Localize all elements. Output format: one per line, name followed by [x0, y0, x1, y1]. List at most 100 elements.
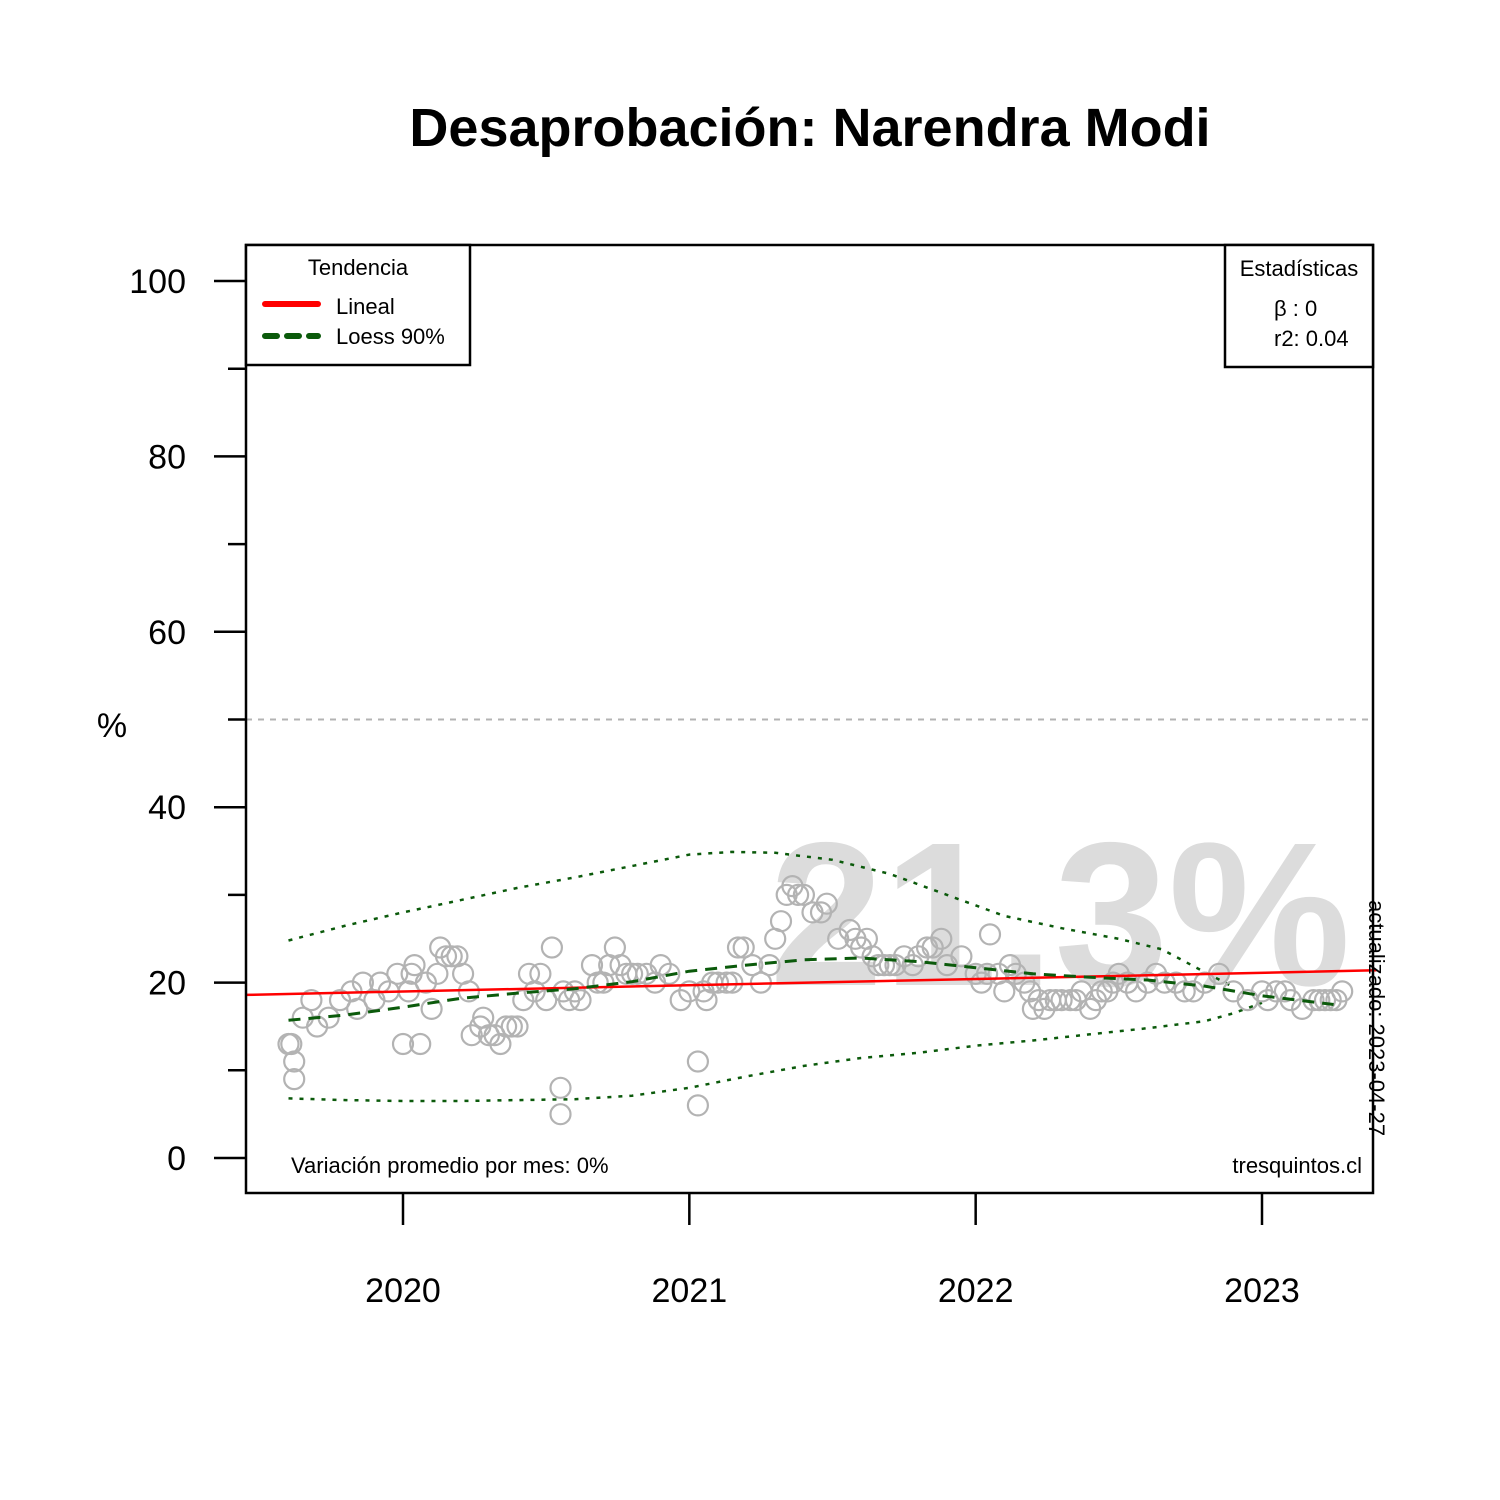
lower-band	[288, 1001, 1263, 1103]
data-point	[620, 962, 644, 985]
y-tick-label: 20	[148, 965, 186, 1003]
data-point	[1059, 988, 1082, 1012]
x-tick-label: 2021	[652, 1272, 728, 1310]
data-point	[815, 892, 838, 915]
data-point	[741, 953, 764, 977]
y-tick-label: 60	[148, 614, 186, 652]
data-point	[993, 980, 1016, 1003]
data-point	[426, 962, 449, 985]
loess-confidence-bands	[288, 850, 1263, 1103]
updated-date: actualizado: 2023-04-27	[1364, 900, 1389, 1136]
legend-label-loess: Loess 90%	[336, 324, 445, 349]
data-point	[500, 1015, 523, 1038]
legend-title: Tendencia	[308, 255, 409, 280]
data-point	[283, 1050, 306, 1073]
data-point	[1136, 971, 1159, 994]
data-point	[280, 1032, 303, 1056]
data-point	[529, 962, 552, 985]
upper-band	[288, 850, 1234, 989]
y-axis-label: %	[97, 707, 127, 745]
data-point	[1107, 962, 1130, 985]
data-point	[1313, 988, 1337, 1012]
data-point	[460, 1024, 483, 1047]
data-point	[1173, 980, 1196, 1003]
data-point	[403, 953, 426, 977]
data-point	[706, 971, 730, 994]
data-point	[975, 962, 999, 985]
data-point	[409, 1032, 432, 1056]
data-point	[758, 953, 781, 977]
data-point	[867, 953, 890, 977]
x-tick-label: 2022	[938, 1272, 1014, 1310]
data-point	[669, 988, 692, 1012]
linear-trend-line	[245, 969, 1377, 997]
data-point	[495, 1015, 518, 1038]
data-point	[569, 988, 592, 1012]
data-point	[726, 936, 750, 959]
data-point	[1331, 980, 1354, 1003]
data-point	[549, 1103, 572, 1126]
data-point	[686, 1050, 710, 1073]
stats-frame	[1223, 243, 1375, 369]
data-point	[792, 883, 816, 907]
data-point	[1018, 980, 1042, 1003]
data-point	[715, 971, 738, 994]
stats-title: Estadísticas	[1240, 256, 1359, 281]
data-point	[930, 927, 953, 950]
data-point	[535, 988, 558, 1012]
plot-frame	[244, 243, 1375, 1195]
source-credit: tresquintos.cl	[1232, 1153, 1362, 1178]
stats-r2: r2: 0.04	[1274, 326, 1349, 351]
data-point	[549, 1076, 572, 1099]
data-point	[649, 953, 672, 977]
y-tick-label: 100	[129, 263, 186, 301]
data-point	[283, 1067, 306, 1091]
data-point	[1090, 980, 1113, 1003]
data-point	[950, 945, 973, 968]
x-tick-label: 2023	[1224, 1272, 1300, 1310]
x-axis: 2020 2021 2022 2023	[365, 1193, 1300, 1310]
data-point	[386, 962, 409, 985]
data-point	[686, 1094, 710, 1117]
data-point	[872, 953, 896, 977]
loess-trend-line	[288, 956, 1334, 1022]
data-point	[769, 910, 793, 933]
data-point	[978, 923, 1002, 946]
x-tick-label: 2020	[365, 1272, 441, 1310]
data-point	[300, 988, 323, 1012]
stats-box: Estadísticas β : 0 r2: 0.04	[1223, 243, 1375, 369]
data-point	[626, 962, 649, 985]
data-point	[440, 945, 463, 968]
data-point	[586, 971, 609, 994]
y-tick-label: 80	[148, 438, 186, 476]
monthly-variation-note: Variación promedio por mes: 0%	[291, 1153, 609, 1178]
data-point	[420, 997, 443, 1021]
data-point	[678, 980, 701, 1003]
data-point	[346, 997, 369, 1021]
y-tick-label: 40	[148, 789, 186, 827]
data-point	[1256, 988, 1279, 1012]
data-point	[1290, 997, 1314, 1021]
trend-lines	[245, 956, 1377, 1022]
stats-beta: β : 0	[1274, 296, 1317, 321]
data-point	[658, 962, 681, 985]
legend-label-lineal: Lineal	[336, 294, 395, 319]
data-point	[732, 936, 755, 959]
data-point	[1182, 980, 1205, 1003]
y-axis: 0 20 40 60 80 100	[129, 263, 246, 1178]
data-point	[892, 945, 916, 968]
data-points	[277, 874, 1354, 1126]
legend: Tendencia Lineal Loess 90%	[244, 243, 472, 367]
data-point	[434, 945, 458, 968]
data-point	[1319, 988, 1342, 1012]
data-point	[721, 971, 744, 994]
data-point	[1050, 988, 1073, 1012]
data-point	[506, 1015, 529, 1038]
data-point	[786, 883, 810, 907]
data-point	[884, 953, 907, 977]
y-tick-label: 0	[167, 1140, 186, 1178]
chart-title: Desaprobación: Narendra Modi	[409, 98, 1210, 158]
data-point	[540, 936, 564, 959]
data-point	[328, 988, 352, 1012]
